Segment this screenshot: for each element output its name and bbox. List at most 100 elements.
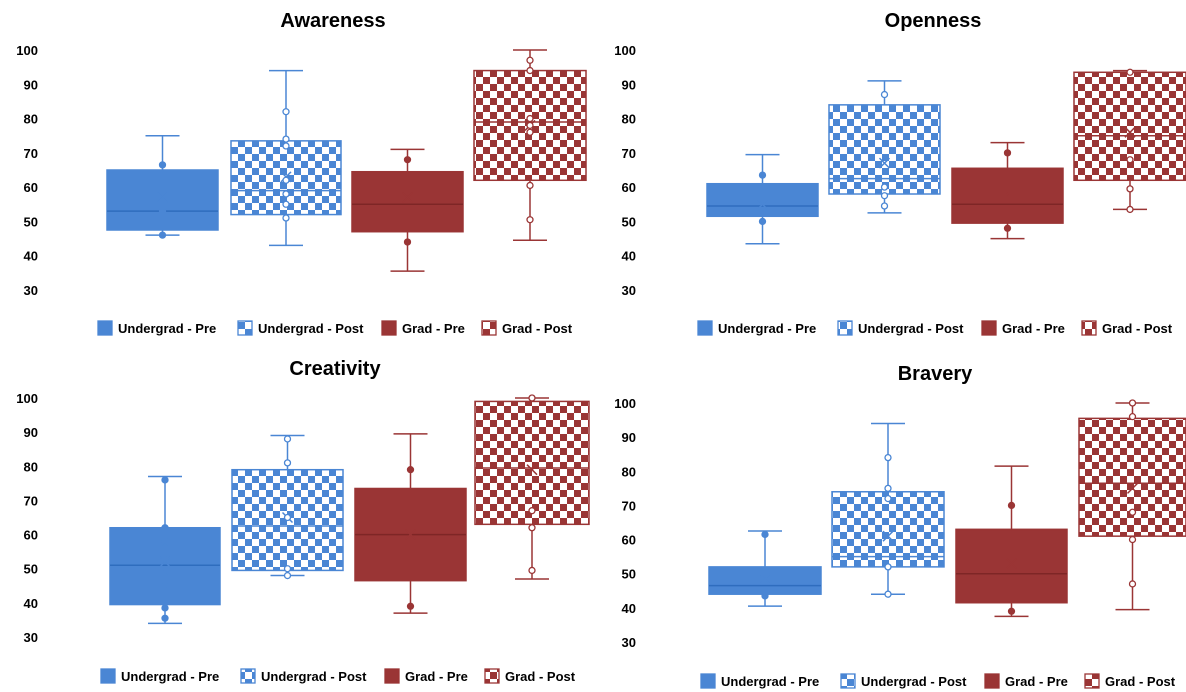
data-point [528, 566, 536, 575]
y-tick-label: 70 [622, 498, 636, 513]
box-iqr [1073, 71, 1186, 182]
data-point [526, 56, 534, 64]
chart-panel-awareness: Awareness 30 40 50 60 70 80 90 100 Undergrad - Pr… [16, 10, 587, 336]
data-point [884, 494, 892, 503]
y-tick-label: 40 [622, 249, 636, 264]
y-tick-label: 100 [16, 391, 38, 406]
legend-swatch [384, 668, 400, 684]
legend-swatch [1081, 320, 1097, 336]
box-undergrad-post [230, 69, 342, 247]
data-point [528, 394, 536, 402]
chart-panel-openness: Openness 30 40 50 60 70 80 90 100 Undergrad - Pre… [614, 10, 1186, 336]
data-point [403, 156, 412, 164]
legend-label: Grad - Pre [405, 669, 468, 684]
data-point [1126, 68, 1134, 76]
data-point [526, 121, 534, 130]
box-iqr [955, 528, 1068, 604]
legend-swatch [984, 673, 1000, 689]
data-point [1126, 185, 1134, 193]
box-grad-post [1073, 68, 1186, 214]
mean-x-stroke [759, 573, 771, 585]
legend-swatch [837, 320, 853, 336]
data-point [761, 587, 769, 595]
data-point [158, 231, 167, 239]
legend-swatch [697, 320, 713, 336]
data-point [1126, 205, 1134, 214]
box-iqr [951, 167, 1064, 224]
legend: Undergrad - Pre Undergrad - Post Grad - Pr… [700, 673, 1176, 689]
chart-panel-creativity: Creativity 30 40 50 60 70 80 90 100 Undergrad - P… [16, 358, 590, 684]
legend: Undergrad - Pre Undergrad - Post Grad - Pr… [100, 668, 576, 684]
y-tick-label: 40 [24, 596, 38, 611]
data-point [406, 602, 415, 610]
legend-label: Grad - Post [502, 321, 573, 336]
data-point [1003, 149, 1012, 157]
box-undergrad-pre [708, 530, 822, 607]
data-point [1128, 413, 1137, 421]
y-tick-label: 60 [622, 180, 636, 195]
legend-label: Grad - Post [1105, 674, 1176, 689]
data-point [884, 563, 892, 571]
y-tick-label: 100 [614, 43, 636, 58]
data-point [282, 190, 290, 198]
legend-label: Grad - Pre [1002, 321, 1065, 336]
data-point [283, 513, 292, 522]
mean-x-stroke [156, 191, 169, 203]
data-point [884, 484, 892, 493]
legend-swatch [981, 320, 997, 336]
y-tick-label: 80 [622, 464, 636, 479]
mean-x-stroke [756, 198, 769, 210]
y-tick-label: 30 [24, 630, 38, 645]
legend-swatch [381, 320, 397, 336]
y-tick-label: 90 [622, 430, 636, 445]
y-tick-label: 90 [622, 77, 636, 92]
data-point [161, 554, 169, 563]
box-iqr [1078, 417, 1186, 537]
legend-label: Undergrad - Pre [718, 321, 816, 336]
legend-swatch [1084, 673, 1100, 689]
mean-x-stroke [404, 529, 417, 541]
y-tick-label: 70 [24, 146, 38, 161]
data-point [161, 604, 169, 612]
y-tick-label: 60 [24, 180, 38, 195]
data-point [406, 466, 415, 474]
data-point [526, 181, 534, 190]
data-point [282, 108, 290, 116]
data-point [1007, 607, 1016, 615]
box-undergrad-pre [706, 153, 819, 245]
data-point [161, 524, 169, 532]
data-point [282, 214, 290, 222]
box-grad-post [473, 49, 587, 242]
legend-label: Undergrad - Post [261, 669, 367, 684]
y-tick-label: 30 [24, 283, 38, 298]
box-grad-post [474, 394, 590, 580]
y-tick-label: 70 [24, 493, 38, 508]
box-undergrad-pre [109, 475, 221, 625]
data-point [1128, 535, 1137, 544]
data-point [528, 524, 536, 532]
y-tick-label: 80 [24, 112, 38, 127]
legend-label: Grad - Post [1102, 321, 1173, 336]
y-tick-label: 100 [16, 43, 38, 58]
data-point [1128, 508, 1137, 516]
legend-label: Grad - Pre [1005, 674, 1068, 689]
mean-x-stroke [401, 191, 414, 203]
legend-swatch [840, 673, 856, 689]
legend-label: Undergrad - Pre [118, 321, 216, 336]
data-point [283, 571, 292, 580]
data-point [158, 207, 167, 215]
data-point [526, 216, 534, 224]
data-point [1007, 501, 1016, 510]
box-undergrad-pre [106, 134, 219, 239]
box-iqr [706, 182, 819, 218]
chart-title: Openness [885, 10, 982, 32]
y-tick-label: 60 [622, 533, 636, 548]
data-point [283, 459, 292, 467]
y-tick-label: 80 [622, 112, 636, 127]
y-tick-label: 50 [622, 567, 636, 582]
box-grad-pre [354, 433, 467, 614]
mean-x-stroke [1124, 126, 1136, 138]
mean-x-stroke [878, 157, 891, 169]
data-point [526, 66, 534, 75]
